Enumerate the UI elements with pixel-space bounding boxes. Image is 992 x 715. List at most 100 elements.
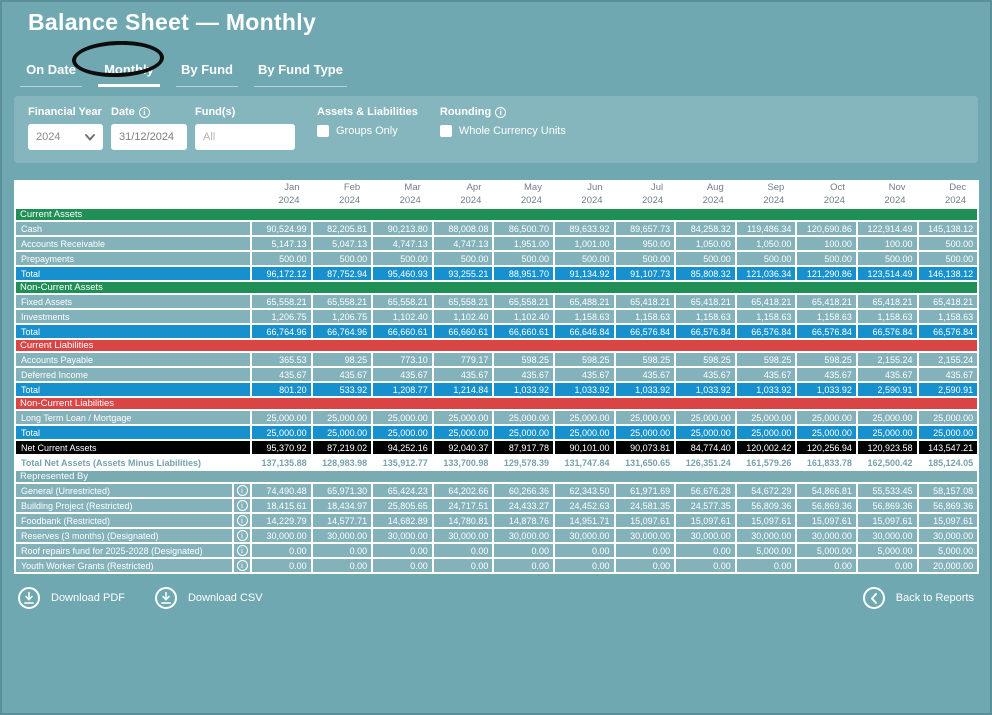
value-cell: 0.00	[615, 543, 676, 558]
whole-currency-units-label: Whole Currency Units	[459, 125, 566, 137]
funds-label: Fund(s)	[195, 106, 295, 118]
value-cell: 133,700.98	[433, 455, 494, 470]
funds-input[interactable]	[195, 124, 295, 150]
value-cell: 15,097.61	[796, 513, 857, 528]
value-cell: 62,343.50	[554, 483, 615, 498]
back-to-reports-button[interactable]: Back to Reports	[863, 587, 974, 609]
fund-info-icon[interactable]: i	[232, 514, 250, 527]
value-cell: 90,073.81	[615, 440, 676, 455]
value-cell: 0.00	[251, 558, 312, 573]
value-cell: 66,660.61	[493, 324, 554, 339]
table-row: Total66,764.9666,764.9666,660.6166,660.6…	[15, 324, 978, 339]
date-info-icon[interactable]: i	[139, 107, 150, 118]
section-label: Represented By	[15, 470, 978, 483]
fund-info-icon[interactable]: i	[232, 529, 250, 542]
date-input[interactable]	[111, 124, 187, 150]
value-cell: 2,590.91	[918, 382, 979, 397]
value-cell: 0.00	[675, 543, 736, 558]
month-header-cell: Mar2024	[372, 181, 433, 208]
value-cell: 145,138.12	[918, 221, 979, 236]
value-cell: 1,033.92	[493, 382, 554, 397]
value-cell: 598.25	[675, 352, 736, 367]
value-cell: 25,000.00	[372, 425, 433, 440]
corner-cell	[15, 181, 251, 208]
value-cell: 1,033.92	[675, 382, 736, 397]
value-cell: 90,213.80	[372, 221, 433, 236]
value-cell: 1,033.92	[736, 382, 797, 397]
fund-info-icon[interactable]: i	[232, 544, 250, 557]
tab-by-fund-type[interactable]: By Fund Type	[254, 56, 347, 87]
section-row: Represented By	[15, 470, 978, 483]
fund-info-icon[interactable]: i	[232, 559, 250, 572]
value-cell: 161,833.78	[796, 455, 857, 470]
value-cell: 119,486.34	[736, 221, 797, 236]
value-cell: 131,650.65	[615, 455, 676, 470]
download-csv-button[interactable]: Download CSV	[155, 587, 263, 609]
value-cell: 500.00	[433, 251, 494, 266]
value-cell: 24,433.27	[493, 498, 554, 513]
groups-only-checkbox[interactable]	[317, 125, 329, 137]
assets-liabilities-group: Assets & Liabilities Groups Only	[317, 106, 418, 137]
fund-info-icon[interactable]: i	[232, 499, 250, 512]
value-cell: 435.67	[796, 367, 857, 382]
value-cell: 65,418.21	[675, 294, 736, 309]
table-row: Long Term Loan / Mortgage25,000.0025,000…	[15, 410, 978, 425]
fund-info-icon[interactable]: i	[232, 484, 250, 497]
tab-on-date[interactable]: On Date	[20, 56, 82, 87]
value-cell: 120,923.58	[857, 440, 918, 455]
value-cell: 1,158.63	[615, 309, 676, 324]
value-cell: 5,000.00	[857, 543, 918, 558]
value-cell: 25,000.00	[736, 425, 797, 440]
row-label-text: Youth Worker Grants (Restricted)	[16, 559, 232, 572]
value-cell: 2,590.91	[857, 382, 918, 397]
row-label: General (Unrestricted)i	[15, 483, 251, 498]
value-cell: 30,000.00	[372, 528, 433, 543]
funds-group: Fund(s)	[195, 106, 295, 150]
tab-monthly[interactable]: Monthly	[98, 56, 160, 87]
table-row: Fixed Assets65,558.2165,558.2165,558.216…	[15, 294, 978, 309]
row-label: Youth Worker Grants (Restricted)i	[15, 558, 251, 573]
financial-year-value: 2024	[36, 131, 60, 143]
financial-year-select[interactable]: 2024	[28, 124, 103, 150]
value-cell: 1,214.84	[433, 382, 494, 397]
value-cell: 25,000.00	[796, 410, 857, 425]
value-cell: 0.00	[615, 558, 676, 573]
whole-currency-units-checkbox[interactable]	[440, 125, 452, 137]
value-cell: 131,747.84	[554, 455, 615, 470]
value-cell: 24,577.35	[675, 498, 736, 513]
value-cell: 65,971.30	[312, 483, 373, 498]
value-cell: 66,576.84	[857, 324, 918, 339]
month-header-cell: Aug2024	[675, 181, 736, 208]
rounding-info-icon[interactable]: i	[495, 107, 506, 118]
download-pdf-button[interactable]: Download PDF	[18, 587, 125, 609]
row-label: Total Net Assets (Assets Minus Liabiliti…	[15, 455, 251, 470]
value-cell: 65,418.21	[918, 294, 979, 309]
value-cell: 500.00	[554, 251, 615, 266]
value-cell: 25,000.00	[251, 425, 312, 440]
value-cell: 1,050.00	[675, 236, 736, 251]
value-cell: 1,208.77	[372, 382, 433, 397]
download-csv-label: Download CSV	[188, 592, 263, 604]
value-cell: 30,000.00	[615, 528, 676, 543]
value-cell: 66,576.84	[736, 324, 797, 339]
value-cell: 65,418.21	[857, 294, 918, 309]
tab-by-fund[interactable]: By Fund	[176, 56, 238, 87]
value-cell: 1,033.92	[554, 382, 615, 397]
value-cell: 0.00	[736, 558, 797, 573]
value-cell: 82,205.81	[312, 221, 373, 236]
value-cell: 14,682.89	[372, 513, 433, 528]
value-cell: 89,633.92	[554, 221, 615, 236]
value-cell: 66,576.84	[615, 324, 676, 339]
value-cell: 25,000.00	[918, 425, 979, 440]
value-cell: 30,000.00	[736, 528, 797, 543]
value-cell: 30,000.00	[554, 528, 615, 543]
download-icon	[155, 587, 177, 609]
table-row: Cash90,524.9982,205.8190,213.8088,008.08…	[15, 221, 978, 236]
value-cell: 65,418.21	[796, 294, 857, 309]
financial-year-label: Financial Year	[28, 106, 103, 118]
value-cell: 30,000.00	[493, 528, 554, 543]
row-label: Total	[15, 425, 251, 440]
row-label: Reserves (3 months) (Designated)i	[15, 528, 251, 543]
value-cell: 1,102.40	[493, 309, 554, 324]
value-cell: 435.67	[857, 367, 918, 382]
